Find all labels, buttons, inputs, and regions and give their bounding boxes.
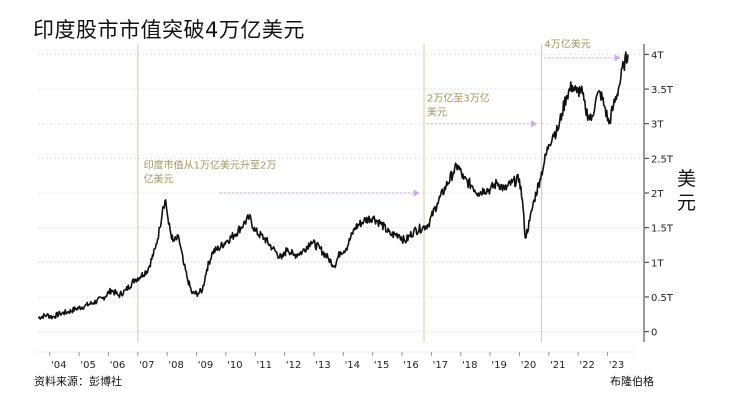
y-tick-label: 1.5T (651, 224, 674, 235)
x-tick-label: '20 (521, 360, 536, 371)
y-tick-label: 3.5T (651, 85, 674, 96)
y-tick-label: 0 (651, 328, 657, 339)
y-tick-label: 2T (651, 189, 664, 200)
x-tick-label: '08 (168, 360, 183, 371)
annotation-text: 印度市值从1万亿美元升至2万 (144, 159, 277, 172)
y-tick-label: 2.5T (651, 154, 674, 165)
market-cap-line (37, 51, 629, 320)
unit-label: 美元 (677, 168, 697, 214)
x-tick-label: '07 (139, 360, 154, 371)
x-tick-label: '15 (374, 360, 389, 371)
y-tick-label: 3T (651, 120, 664, 131)
x-tick-label: '10 (227, 360, 242, 371)
x-tick-label: '04 (51, 360, 66, 371)
source-note: 资料来源：彭博社 (34, 375, 122, 388)
x-tick-label: '22 (579, 360, 594, 371)
x-tick-label: '21 (550, 360, 565, 371)
x-tick-label: '06 (110, 360, 125, 371)
y-tick-label: 0.5T (651, 293, 674, 304)
x-tick-label: '13 (315, 360, 330, 371)
annotation-text: 4万亿美元 (544, 37, 590, 50)
x-tick-label: '12 (286, 360, 301, 371)
x-tick-label: '11 (256, 360, 271, 371)
x-tick-label: '19 (491, 360, 506, 371)
chart-title: 印度股市市值突破4万亿美元 (33, 18, 305, 42)
x-tick-label: '09 (198, 360, 213, 371)
arrow-head (413, 189, 420, 197)
x-tick-label: '05 (80, 360, 95, 371)
arrow-head (531, 120, 538, 128)
x-tick-label: '18 (462, 360, 477, 371)
x-tick-label: '23 (609, 360, 624, 371)
x-tick-label: '14 (345, 360, 360, 371)
x-tick-label: '17 (433, 360, 448, 371)
y-tick-label: 4T (651, 50, 664, 61)
arrow-head (614, 54, 621, 62)
annotation-text: 亿美元 (144, 173, 174, 186)
y-tick-label: 1T (651, 258, 664, 269)
x-tick-label: '16 (403, 360, 418, 371)
annotation-text: 美元 (427, 106, 447, 119)
annotation-text: 2万亿至3万亿 (427, 92, 490, 105)
brand-label: 布隆伯格 (610, 375, 654, 388)
